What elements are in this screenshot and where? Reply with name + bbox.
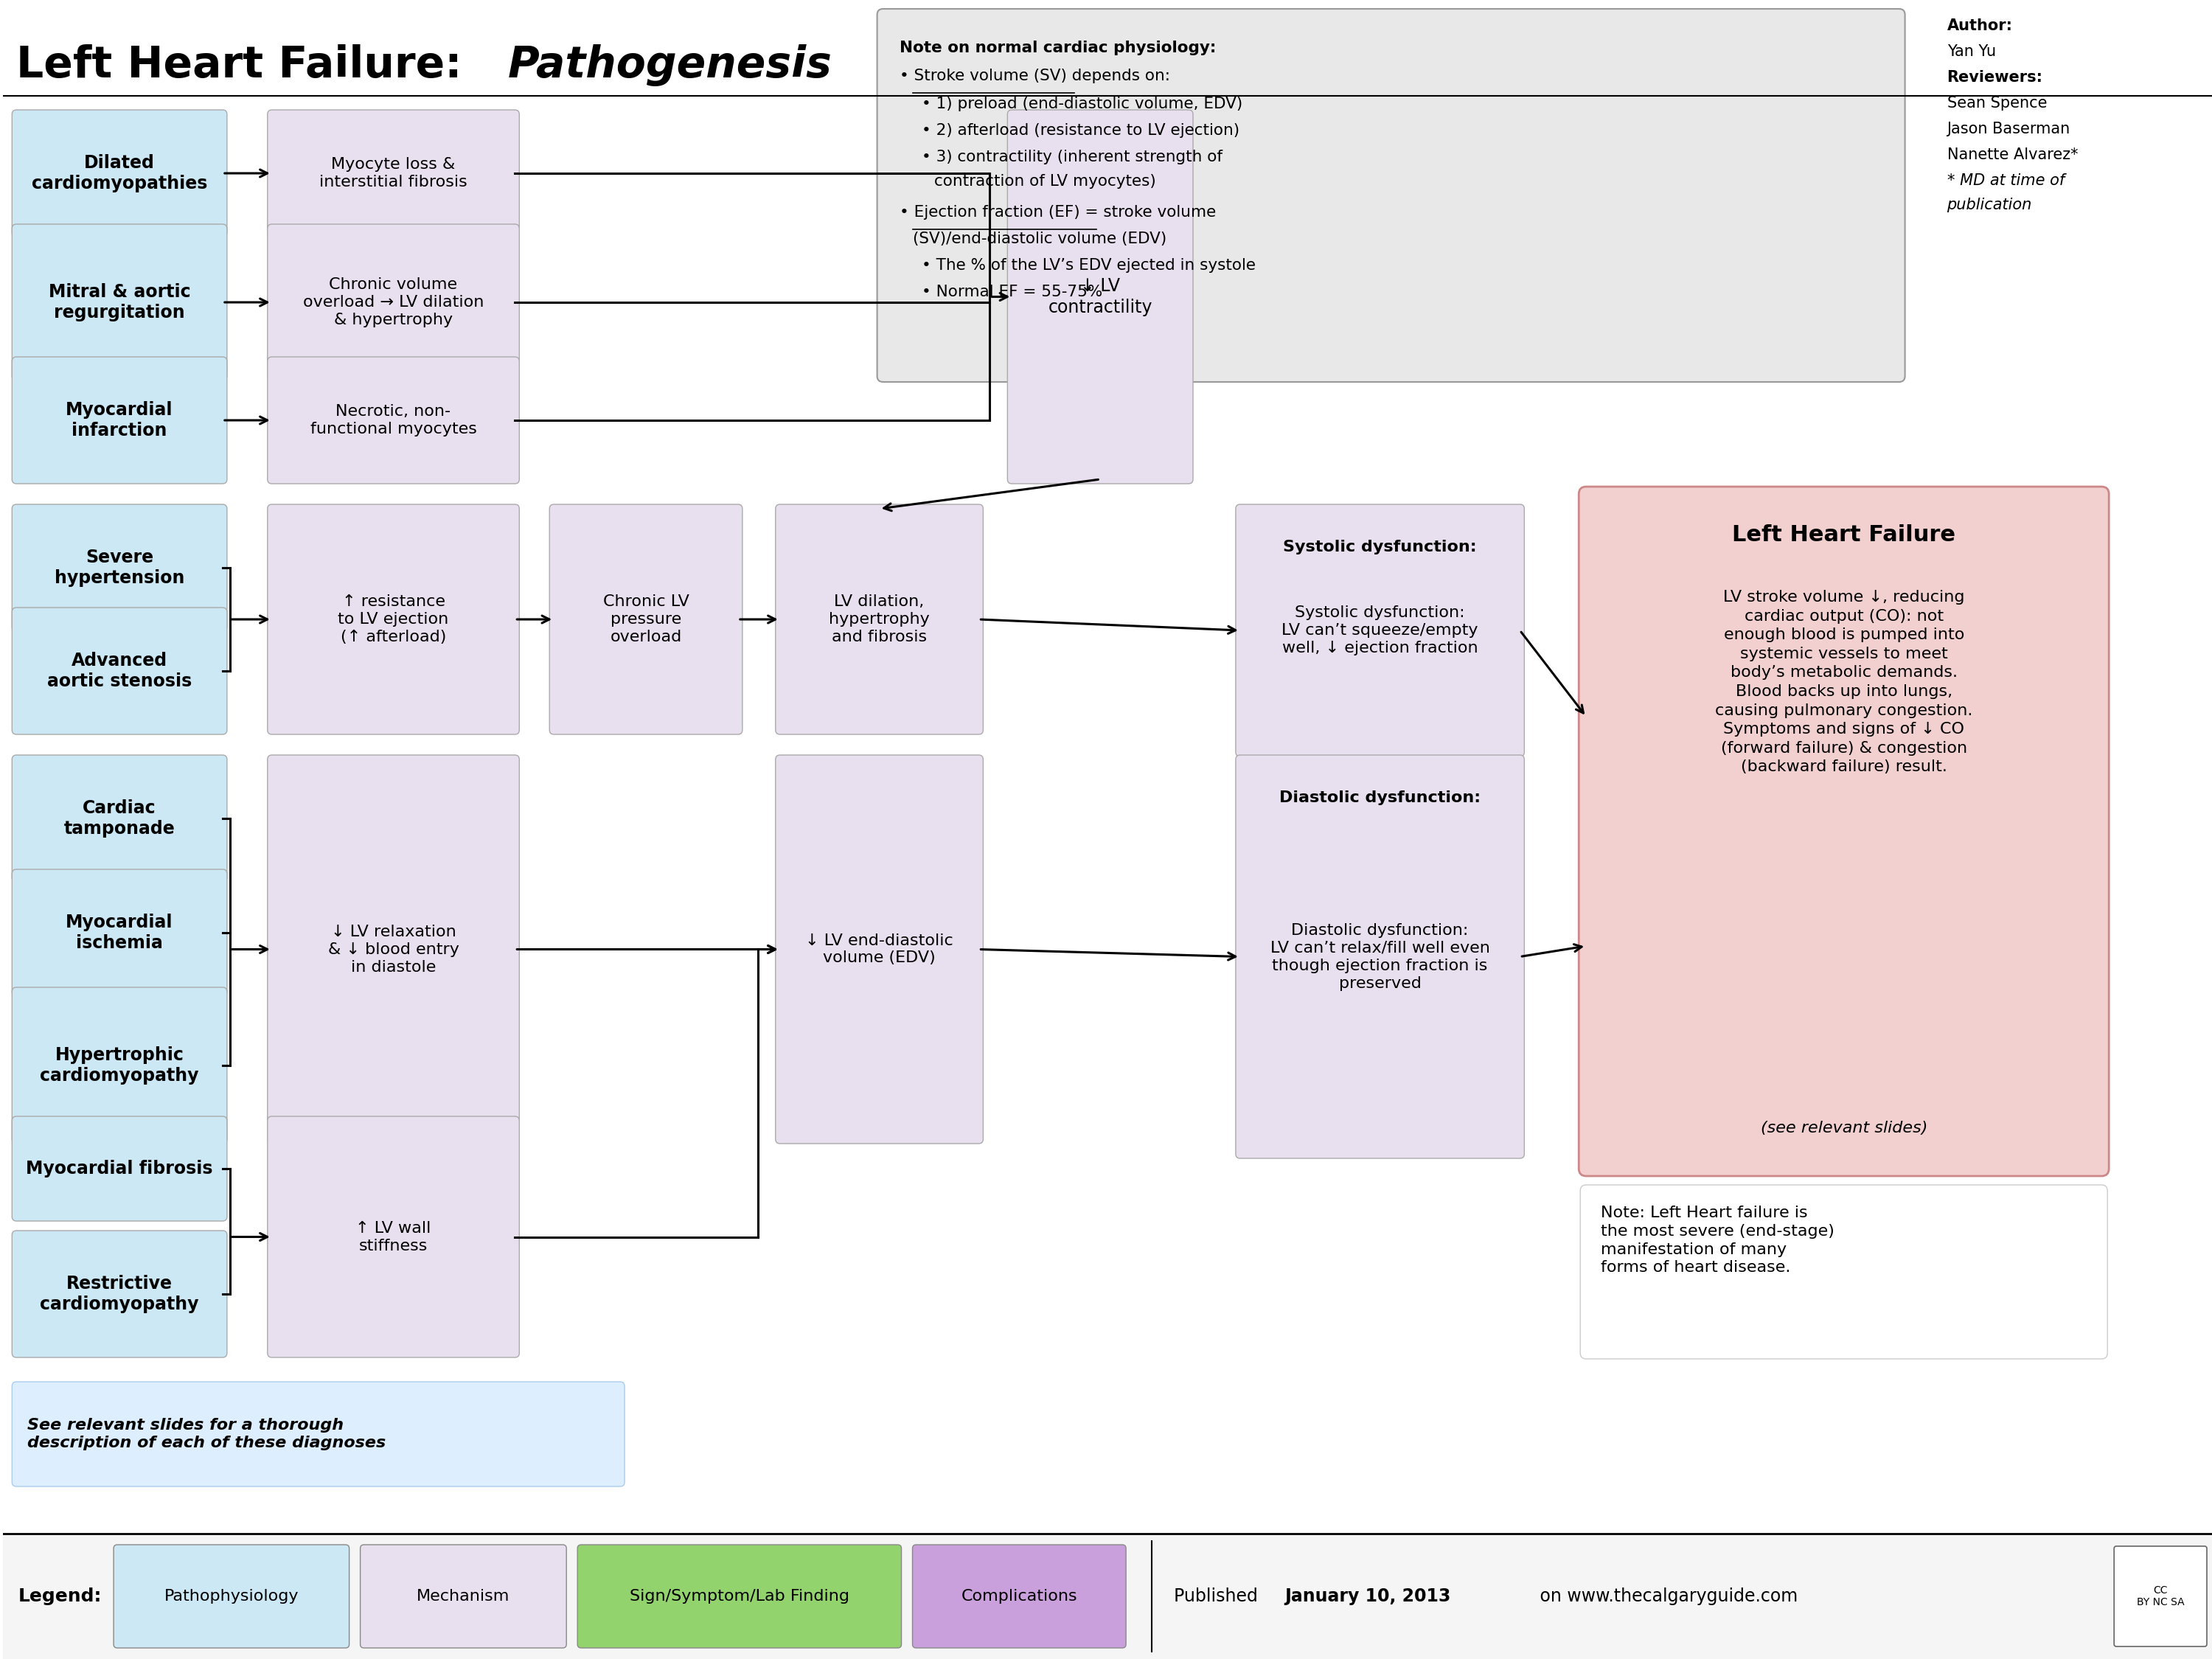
Text: Pathogenesis: Pathogenesis [507,45,832,86]
Text: • Ejection fraction (EF) = stroke volume: • Ejection fraction (EF) = stroke volume [900,206,1217,219]
FancyBboxPatch shape [11,504,228,630]
FancyBboxPatch shape [2,1533,2212,1659]
Text: Left Heart Failure:: Left Heart Failure: [15,45,478,86]
Text: Severe
hypertension: Severe hypertension [55,547,184,587]
FancyBboxPatch shape [11,1382,624,1486]
FancyBboxPatch shape [1006,109,1192,484]
Text: * MD at time of: * MD at time of [1947,173,2064,187]
FancyBboxPatch shape [1579,486,2108,1176]
Text: Yan Yu: Yan Yu [1947,45,1995,60]
Text: Complications: Complications [962,1589,1077,1604]
Text: Pathophysiology: Pathophysiology [164,1589,299,1604]
Text: (SV)/end-diastolic volume (EDV): (SV)/end-diastolic volume (EDV) [914,232,1166,246]
Text: ↓ LV end-diastolic
volume (EDV): ↓ LV end-diastolic volume (EDV) [805,932,953,966]
FancyBboxPatch shape [1237,504,1524,757]
Text: CC
BY NC SA: CC BY NC SA [2137,1586,2183,1608]
Text: • Normal EF = 55-75%: • Normal EF = 55-75% [922,285,1102,299]
FancyBboxPatch shape [11,1117,228,1221]
Text: on www.thecalgaryguide.com: on www.thecalgaryguide.com [1535,1588,1798,1606]
Text: Author:: Author: [1947,18,2013,33]
Text: Necrotic, non-
functional myocytes: Necrotic, non- functional myocytes [310,405,476,436]
FancyBboxPatch shape [361,1545,566,1647]
Text: Chronic volume
overload → LV dilation
& hypertrophy: Chronic volume overload → LV dilation & … [303,277,484,327]
Text: • 3) contractility (inherent strength of: • 3) contractility (inherent strength of [922,149,1223,164]
Text: ↑ resistance
to LV ejection
(↑ afterload): ↑ resistance to LV ejection (↑ afterload… [338,594,449,644]
Text: Legend:: Legend: [18,1588,102,1606]
Text: Reviewers:: Reviewers: [1947,70,2044,85]
Text: Myocardial
infarction: Myocardial infarction [66,401,173,440]
Text: Myocardial
ischemia: Myocardial ischemia [66,912,173,952]
FancyBboxPatch shape [11,224,228,380]
Text: Dilated
cardiomyopathies: Dilated cardiomyopathies [31,154,208,192]
Text: ↑ LV wall
stiffness: ↑ LV wall stiffness [356,1221,431,1253]
Text: Diastolic dysfunction:: Diastolic dysfunction: [1279,790,1480,805]
Text: Hypertrophic
cardiomyopathy: Hypertrophic cardiomyopathy [40,1047,199,1085]
Text: Mechanism: Mechanism [416,1589,511,1604]
FancyBboxPatch shape [268,357,520,484]
Text: Diastolic dysfunction:
LV can’t relax/fill well even
though ejection fraction is: Diastolic dysfunction: LV can’t relax/fi… [1270,922,1491,990]
Text: • The % of the LV’s EDV ejected in systole: • The % of the LV’s EDV ejected in systo… [922,259,1256,272]
Text: LV stroke volume ↓, reducing
cardiac output (CO): not
enough blood is pumped int: LV stroke volume ↓, reducing cardiac out… [1714,591,1973,775]
Text: Jason Baserman: Jason Baserman [1947,121,2070,136]
FancyBboxPatch shape [549,504,743,735]
Text: Chronic LV
pressure
overload: Chronic LV pressure overload [604,594,688,644]
Text: January 10, 2013: January 10, 2013 [1285,1588,1451,1606]
Text: publication: publication [1947,197,2033,212]
Text: Myocyte loss &
interstitial fibrosis: Myocyte loss & interstitial fibrosis [319,158,467,189]
FancyBboxPatch shape [11,357,228,484]
Text: Published: Published [1175,1588,1263,1606]
FancyBboxPatch shape [268,755,520,1143]
Text: Cardiac
tamponade: Cardiac tamponade [64,800,175,838]
Text: (see relevant slides): (see relevant slides) [1761,1121,1927,1135]
Text: ↓ LV
contractility: ↓ LV contractility [1048,277,1152,317]
Text: Note on normal cardiac physiology:: Note on normal cardiac physiology: [900,40,1217,55]
Text: contraction of LV myocytes): contraction of LV myocytes) [933,174,1157,189]
Text: • Stroke volume (SV) depends on:: • Stroke volume (SV) depends on: [900,68,1170,83]
Text: • 1) preload (end-diastolic volume, EDV): • 1) preload (end-diastolic volume, EDV) [922,96,1243,111]
Text: Myocardial fibrosis: Myocardial fibrosis [27,1160,212,1178]
FancyBboxPatch shape [577,1545,902,1647]
FancyBboxPatch shape [776,755,982,1143]
Text: Sean Spence: Sean Spence [1947,96,2046,111]
Text: Left Heart Failure: Left Heart Failure [1732,524,1955,546]
Text: • 2) afterload (resistance to LV ejection): • 2) afterload (resistance to LV ejectio… [922,123,1239,138]
FancyBboxPatch shape [11,869,228,995]
FancyBboxPatch shape [268,1117,520,1357]
FancyBboxPatch shape [914,1545,1126,1647]
FancyBboxPatch shape [878,8,1905,382]
Text: Mitral & aortic
regurgitation: Mitral & aortic regurgitation [49,282,190,322]
FancyBboxPatch shape [11,607,228,735]
FancyBboxPatch shape [268,224,520,380]
FancyBboxPatch shape [1579,1185,2108,1359]
Text: Sign/Symptom/Lab Finding: Sign/Symptom/Lab Finding [630,1589,849,1604]
FancyBboxPatch shape [11,987,228,1143]
FancyBboxPatch shape [268,109,520,237]
Text: LV dilation,
hypertrophy
and fibrosis: LV dilation, hypertrophy and fibrosis [830,594,929,644]
FancyBboxPatch shape [2115,1546,2208,1646]
FancyBboxPatch shape [268,504,520,735]
Text: Advanced
aortic stenosis: Advanced aortic stenosis [46,652,192,690]
Text: Note: Left Heart failure is
the most severe (end-stage)
manifestation of many
fo: Note: Left Heart failure is the most sev… [1601,1206,1834,1276]
Text: Restrictive
cardiomyopathy: Restrictive cardiomyopathy [40,1274,199,1314]
Text: Nanette Alvarez*: Nanette Alvarez* [1947,148,2077,163]
FancyBboxPatch shape [11,1231,228,1357]
FancyBboxPatch shape [776,504,982,735]
Text: See relevant slides for a thorough
description of each of these diagnoses: See relevant slides for a thorough descr… [27,1417,387,1450]
FancyBboxPatch shape [11,755,228,883]
FancyBboxPatch shape [1237,755,1524,1158]
Text: Systolic dysfunction:: Systolic dysfunction: [1283,539,1478,554]
Text: ↓ LV relaxation
& ↓ blood entry
in diastole: ↓ LV relaxation & ↓ blood entry in diast… [327,924,458,974]
Text: Systolic dysfunction:
LV can’t squeeze/empty
well, ↓ ejection fraction: Systolic dysfunction: LV can’t squeeze/e… [1281,606,1478,655]
FancyBboxPatch shape [11,109,228,237]
FancyBboxPatch shape [113,1545,349,1647]
